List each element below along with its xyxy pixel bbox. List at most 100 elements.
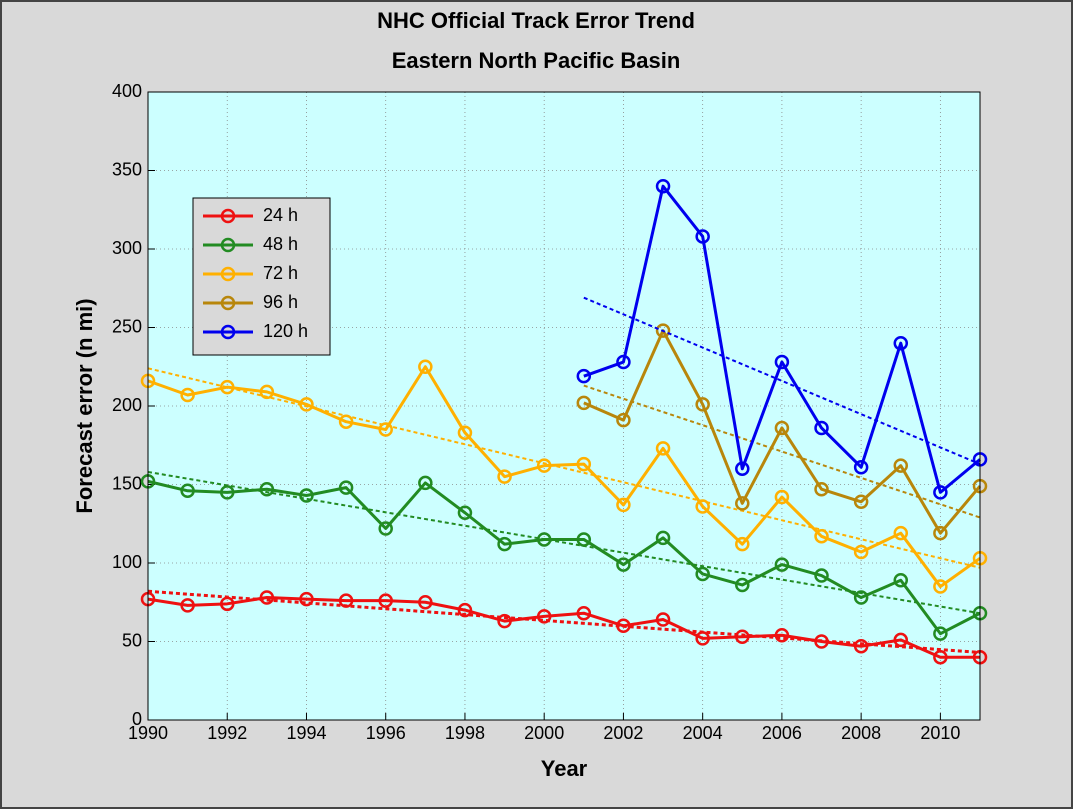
data-point: [576, 605, 592, 621]
data-point: [735, 496, 750, 511]
data-point: [774, 354, 790, 370]
trend-line: [147, 589, 981, 654]
data-point: [616, 618, 631, 634]
data-point: [893, 458, 909, 473]
data-point: [853, 590, 869, 605]
data-point: [853, 544, 869, 560]
data-point: [338, 593, 354, 608]
data-point: [180, 387, 195, 403]
data-point: [616, 354, 631, 370]
data-point: [576, 395, 592, 411]
data-point: [853, 638, 869, 654]
data-point: [457, 602, 473, 618]
data-point: [418, 595, 433, 610]
data-point: [299, 397, 314, 412]
x-tick-label: 2010: [920, 723, 960, 743]
data-point: [616, 412, 631, 428]
y-tick-label: 50: [122, 630, 142, 650]
y-tick-label: 150: [112, 473, 142, 493]
y-tick-label: 350: [112, 159, 142, 179]
data-point: [378, 422, 393, 437]
data-point: [695, 566, 710, 582]
data-point: [853, 494, 869, 510]
data-point: [893, 525, 909, 541]
data-point: [933, 485, 948, 500]
data-point: [655, 612, 671, 627]
legend-label: 24 h: [263, 205, 298, 225]
data-point: [259, 590, 275, 605]
chart-title: NHC Official Track Error Trend: [377, 8, 695, 33]
y-tick-label: 100: [112, 552, 142, 572]
data-point: [695, 499, 710, 514]
x-tick-label: 1996: [366, 723, 406, 743]
data-point: [933, 626, 948, 641]
legend-label: 48 h: [263, 234, 298, 254]
legend-label: 96 h: [263, 292, 298, 312]
data-point: [933, 649, 948, 665]
data-point: [735, 536, 750, 552]
x-tick-label: 1992: [207, 723, 247, 743]
legend-label: 120 h: [263, 321, 308, 341]
data-point: [180, 483, 195, 499]
data-point: [814, 634, 829, 649]
data-point: [774, 627, 790, 643]
data-point: [497, 613, 512, 629]
data-point: [893, 335, 909, 351]
legend-marker: [220, 237, 236, 253]
series-line: [583, 329, 982, 535]
data-point: [299, 591, 314, 607]
data-point: [814, 420, 829, 436]
legend-box: [192, 197, 331, 356]
data-point: [219, 379, 235, 395]
data-point: [774, 420, 790, 436]
data-point: [814, 481, 829, 497]
data-point: [774, 557, 790, 572]
data-point: [457, 505, 473, 521]
data-point: [576, 368, 592, 384]
legend-marker: [220, 324, 236, 340]
trend-line: [147, 470, 981, 615]
data-point: [893, 573, 909, 588]
series-line: [583, 184, 981, 494]
series-line: [147, 479, 981, 636]
data-point: [735, 577, 750, 593]
x-tick-label: 1990: [128, 723, 168, 743]
x-tick-label: 2006: [762, 723, 802, 743]
x-tick-label: 1994: [286, 723, 326, 743]
grid: 0 50 100 150 200 250 300 350 400 1990 1992 1994 1996…: [112, 81, 980, 743]
legend: 24 h 48 h 72 h 96 h 120 h: [192, 197, 331, 356]
data-point: [497, 536, 512, 552]
series-line: [147, 596, 980, 659]
data-point: [259, 481, 275, 497]
data-point: [259, 384, 275, 400]
y-tick-label: 300: [112, 238, 142, 258]
x-tick-label: 1998: [445, 723, 485, 743]
data-point: [655, 178, 671, 194]
data-point: [695, 229, 710, 244]
data-point: [497, 469, 512, 484]
data-point: [814, 568, 829, 583]
data-point: [418, 359, 433, 374]
data-point: [933, 579, 948, 594]
y-axis-label: Forecast error (n mi): [72, 298, 97, 513]
x-tick-label: 2008: [841, 723, 881, 743]
legend-marker: [220, 266, 236, 282]
data-point: [774, 489, 790, 505]
data-point: [576, 532, 592, 547]
data-point: [853, 459, 869, 475]
data-point: [616, 497, 631, 513]
y-tick-label: 0: [132, 709, 142, 729]
data-point: [735, 629, 750, 645]
y-tick-label: 250: [112, 316, 142, 336]
legend-label: 72 h: [263, 263, 298, 283]
x-tick-label: 2000: [524, 723, 564, 743]
y-tick-label: 200: [112, 395, 142, 415]
data-point: [418, 475, 433, 491]
data-point: [219, 485, 235, 500]
data-point: [893, 632, 909, 648]
trend-line: [147, 367, 981, 569]
data-point: [655, 441, 671, 456]
data-point: [576, 456, 592, 472]
y-tick-label: 400: [112, 81, 142, 101]
